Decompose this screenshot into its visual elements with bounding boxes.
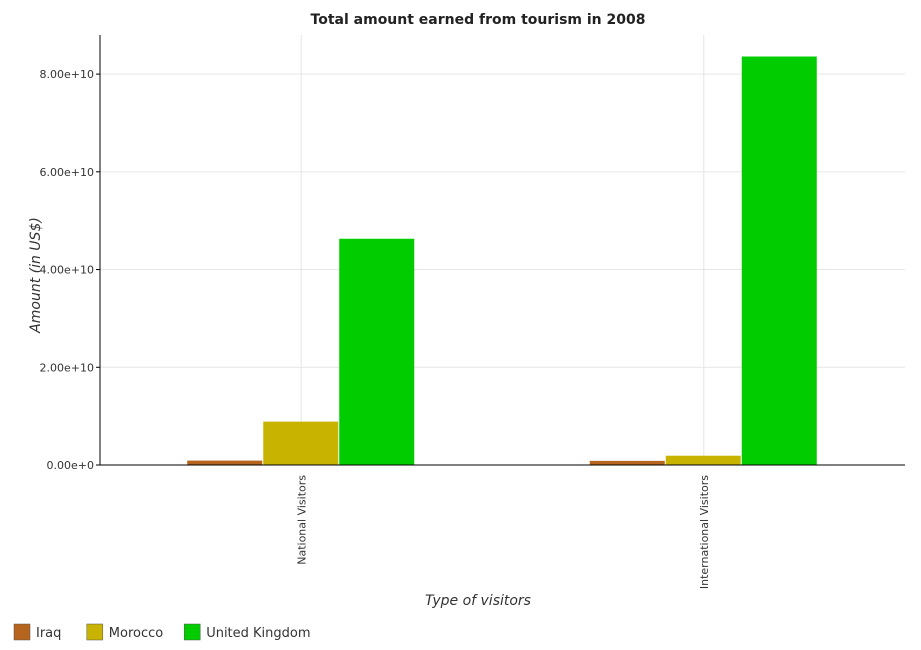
legend: Iraq Morocco United Kingdom [13, 623, 311, 641]
legend-label: Iraq [36, 626, 61, 641]
x-tick-label: International Visitors [698, 475, 711, 589]
tick-labels: 0.00e+0 2.00e+10 4.00e+10 6.00e+10 8.00e+10 N… [40, 68, 711, 589]
legend-swatch [13, 623, 31, 641]
axes [96, 35, 905, 466]
legend-label: Morocco [109, 626, 163, 641]
x-axis-label: Type of visitors [425, 593, 531, 609]
bars [187, 56, 817, 465]
bar-united-kingdom [339, 238, 415, 465]
bar-iraq [187, 460, 263, 465]
bar-iraq [589, 460, 665, 465]
y-tick-label: 4.00e+10 [40, 264, 94, 277]
y-tick-label: 6.00e+10 [40, 166, 94, 179]
bar-united-kingdom [741, 56, 817, 465]
y-axis-label: Amount (in US$) [28, 217, 44, 334]
y-tick-label: 0.00e+0 [47, 459, 94, 472]
chart-title: Total amount earned from tourism in 2008 [311, 12, 646, 28]
legend-swatch [86, 623, 104, 641]
bar-morocco [665, 455, 741, 465]
y-tick-label: 8.00e+10 [40, 68, 94, 81]
bar-morocco [263, 421, 339, 465]
y-tick-label: 2.00e+10 [40, 361, 94, 374]
x-tick-label: National Visitors [295, 475, 308, 565]
legend-swatch [183, 623, 201, 641]
legend-label: United Kingdom [206, 626, 310, 641]
